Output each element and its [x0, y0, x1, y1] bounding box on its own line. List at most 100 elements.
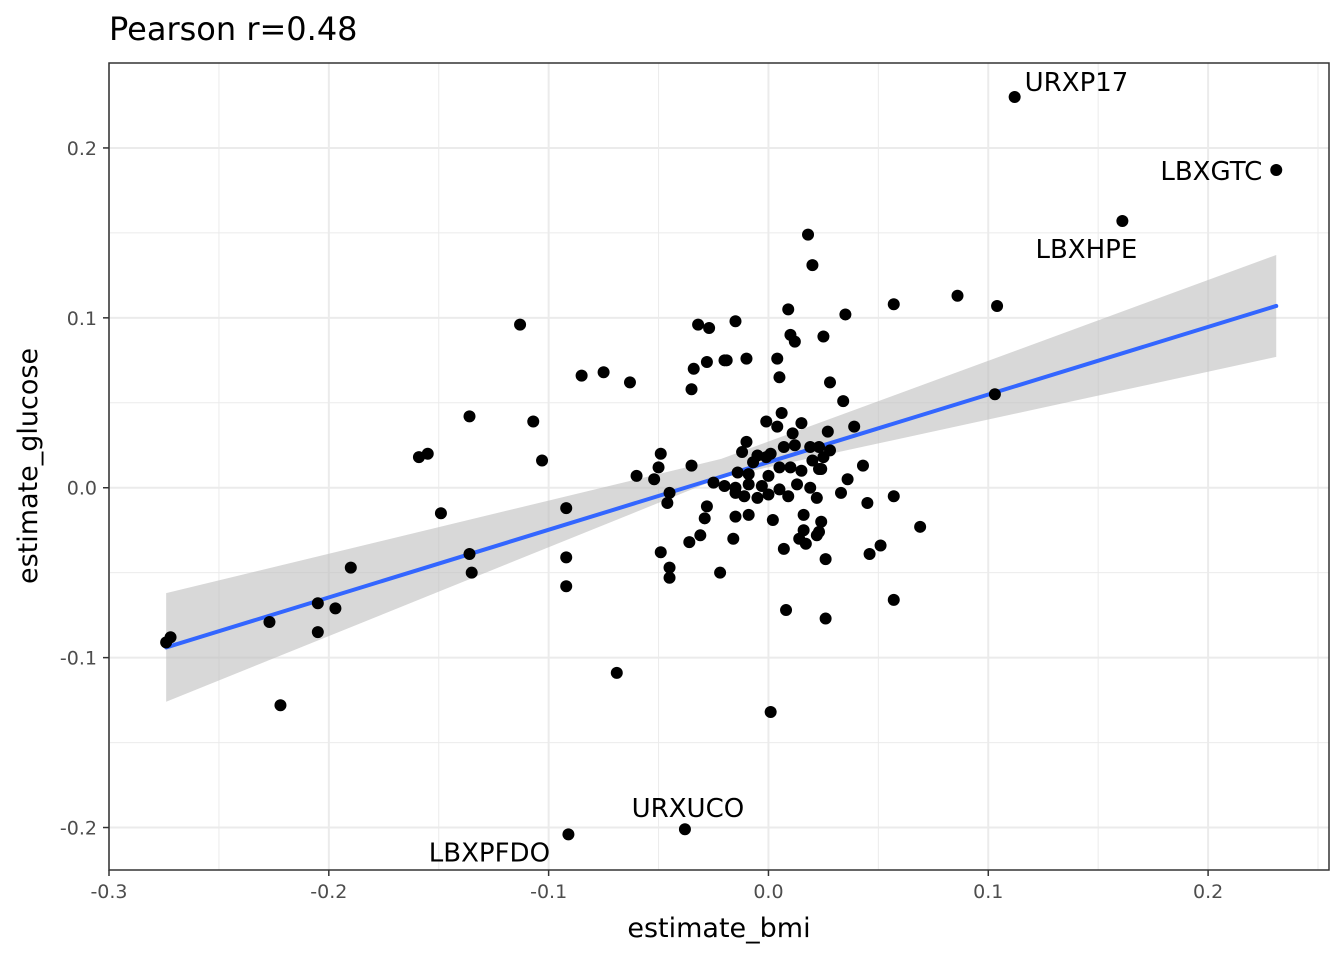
data-point	[766, 514, 779, 527]
data-point	[661, 497, 674, 510]
data-point	[654, 546, 667, 559]
data-point	[311, 626, 324, 639]
data-point	[786, 427, 799, 440]
data-point	[692, 318, 705, 331]
data-point	[421, 447, 434, 460]
data-point	[536, 454, 549, 467]
y-tick-label: 0.1	[67, 308, 97, 330]
data-point	[810, 529, 823, 542]
data-point	[694, 529, 707, 542]
data-point	[683, 536, 696, 549]
data-point	[817, 451, 830, 464]
point-label: LBXGTC	[1160, 157, 1262, 187]
data-point	[329, 602, 342, 615]
data-point	[815, 463, 828, 476]
x-tick-label: -0.2	[310, 881, 347, 903]
data-point	[747, 456, 760, 469]
labeled-data-point	[1270, 164, 1283, 177]
data-point	[775, 406, 788, 419]
data-point	[821, 425, 834, 438]
data-point	[623, 376, 636, 389]
data-point	[788, 335, 801, 348]
data-point	[782, 303, 795, 316]
data-point	[777, 440, 790, 453]
data-point	[648, 473, 661, 486]
data-point	[788, 439, 801, 452]
data-point	[274, 699, 287, 712]
data-point	[848, 420, 861, 433]
x-axis-label: estimate_bmi	[627, 913, 810, 944]
data-point	[560, 551, 573, 564]
data-point	[527, 415, 540, 428]
data-point	[817, 330, 830, 343]
y-tick-label: -0.1	[60, 648, 97, 670]
data-point	[434, 507, 447, 520]
data-point	[773, 371, 786, 384]
data-point	[714, 566, 727, 579]
data-point	[707, 476, 720, 489]
data-point	[874, 539, 887, 552]
data-point	[740, 435, 753, 448]
data-point	[663, 571, 676, 584]
point-label: LBXPFDO	[429, 838, 550, 868]
confidence-band	[166, 254, 1277, 702]
data-point	[804, 440, 817, 453]
fit-line	[164, 303, 1279, 650]
data-point	[652, 461, 665, 474]
point-label: URXP17	[1025, 68, 1129, 98]
data-point	[703, 322, 716, 335]
data-point	[813, 440, 826, 453]
data-point	[771, 420, 784, 433]
data-point	[751, 491, 764, 504]
data-point	[560, 502, 573, 515]
data-point	[755, 480, 768, 493]
point-labels: URXP17 LBXGTC LBXHPE URXUCO LBXPFDO	[429, 68, 1262, 868]
x-tick-label: 0.2	[1193, 881, 1223, 903]
data-point	[463, 547, 476, 560]
data-point	[991, 299, 1004, 312]
data-point	[729, 315, 742, 328]
data-point	[887, 593, 900, 606]
x-axis: -0.3 -0.2 -0.1 0.0 0.1 0.2	[90, 870, 1223, 903]
data-point	[663, 486, 676, 499]
data-point	[718, 480, 731, 493]
data-point	[784, 461, 797, 474]
x-tick-label: 0.1	[973, 881, 1003, 903]
labeled-data-point	[678, 823, 691, 836]
regression-line	[164, 303, 1279, 650]
y-tick-label: 0.2	[67, 138, 97, 160]
data-point	[806, 259, 819, 272]
data-point	[560, 580, 573, 593]
data-point	[861, 497, 874, 510]
data-point	[810, 491, 823, 504]
data-point	[729, 510, 742, 523]
data-point	[514, 318, 527, 331]
data-point	[718, 354, 731, 367]
data-point	[835, 486, 847, 499]
point-label: URXUCO	[632, 794, 745, 824]
data-point	[839, 308, 852, 321]
data-point	[740, 352, 753, 365]
data-point	[795, 464, 808, 477]
data-point	[856, 459, 869, 472]
data-point	[887, 490, 900, 503]
data-point	[727, 532, 740, 545]
data-point	[951, 289, 964, 302]
data-point	[764, 705, 777, 718]
data-point	[773, 461, 786, 474]
data-point	[700, 500, 713, 513]
data-point	[863, 547, 876, 560]
data-point	[802, 228, 815, 241]
data-point	[263, 615, 276, 628]
point-label: LBXHPE	[1035, 235, 1137, 265]
data-point	[700, 356, 713, 369]
data-point	[841, 473, 854, 486]
data-point	[160, 636, 173, 649]
data-point	[806, 454, 819, 467]
data-point	[575, 369, 588, 382]
x-tick-label: -0.3	[90, 881, 127, 903]
data-point	[791, 478, 804, 491]
data-point	[698, 512, 711, 525]
data-point	[685, 383, 698, 396]
